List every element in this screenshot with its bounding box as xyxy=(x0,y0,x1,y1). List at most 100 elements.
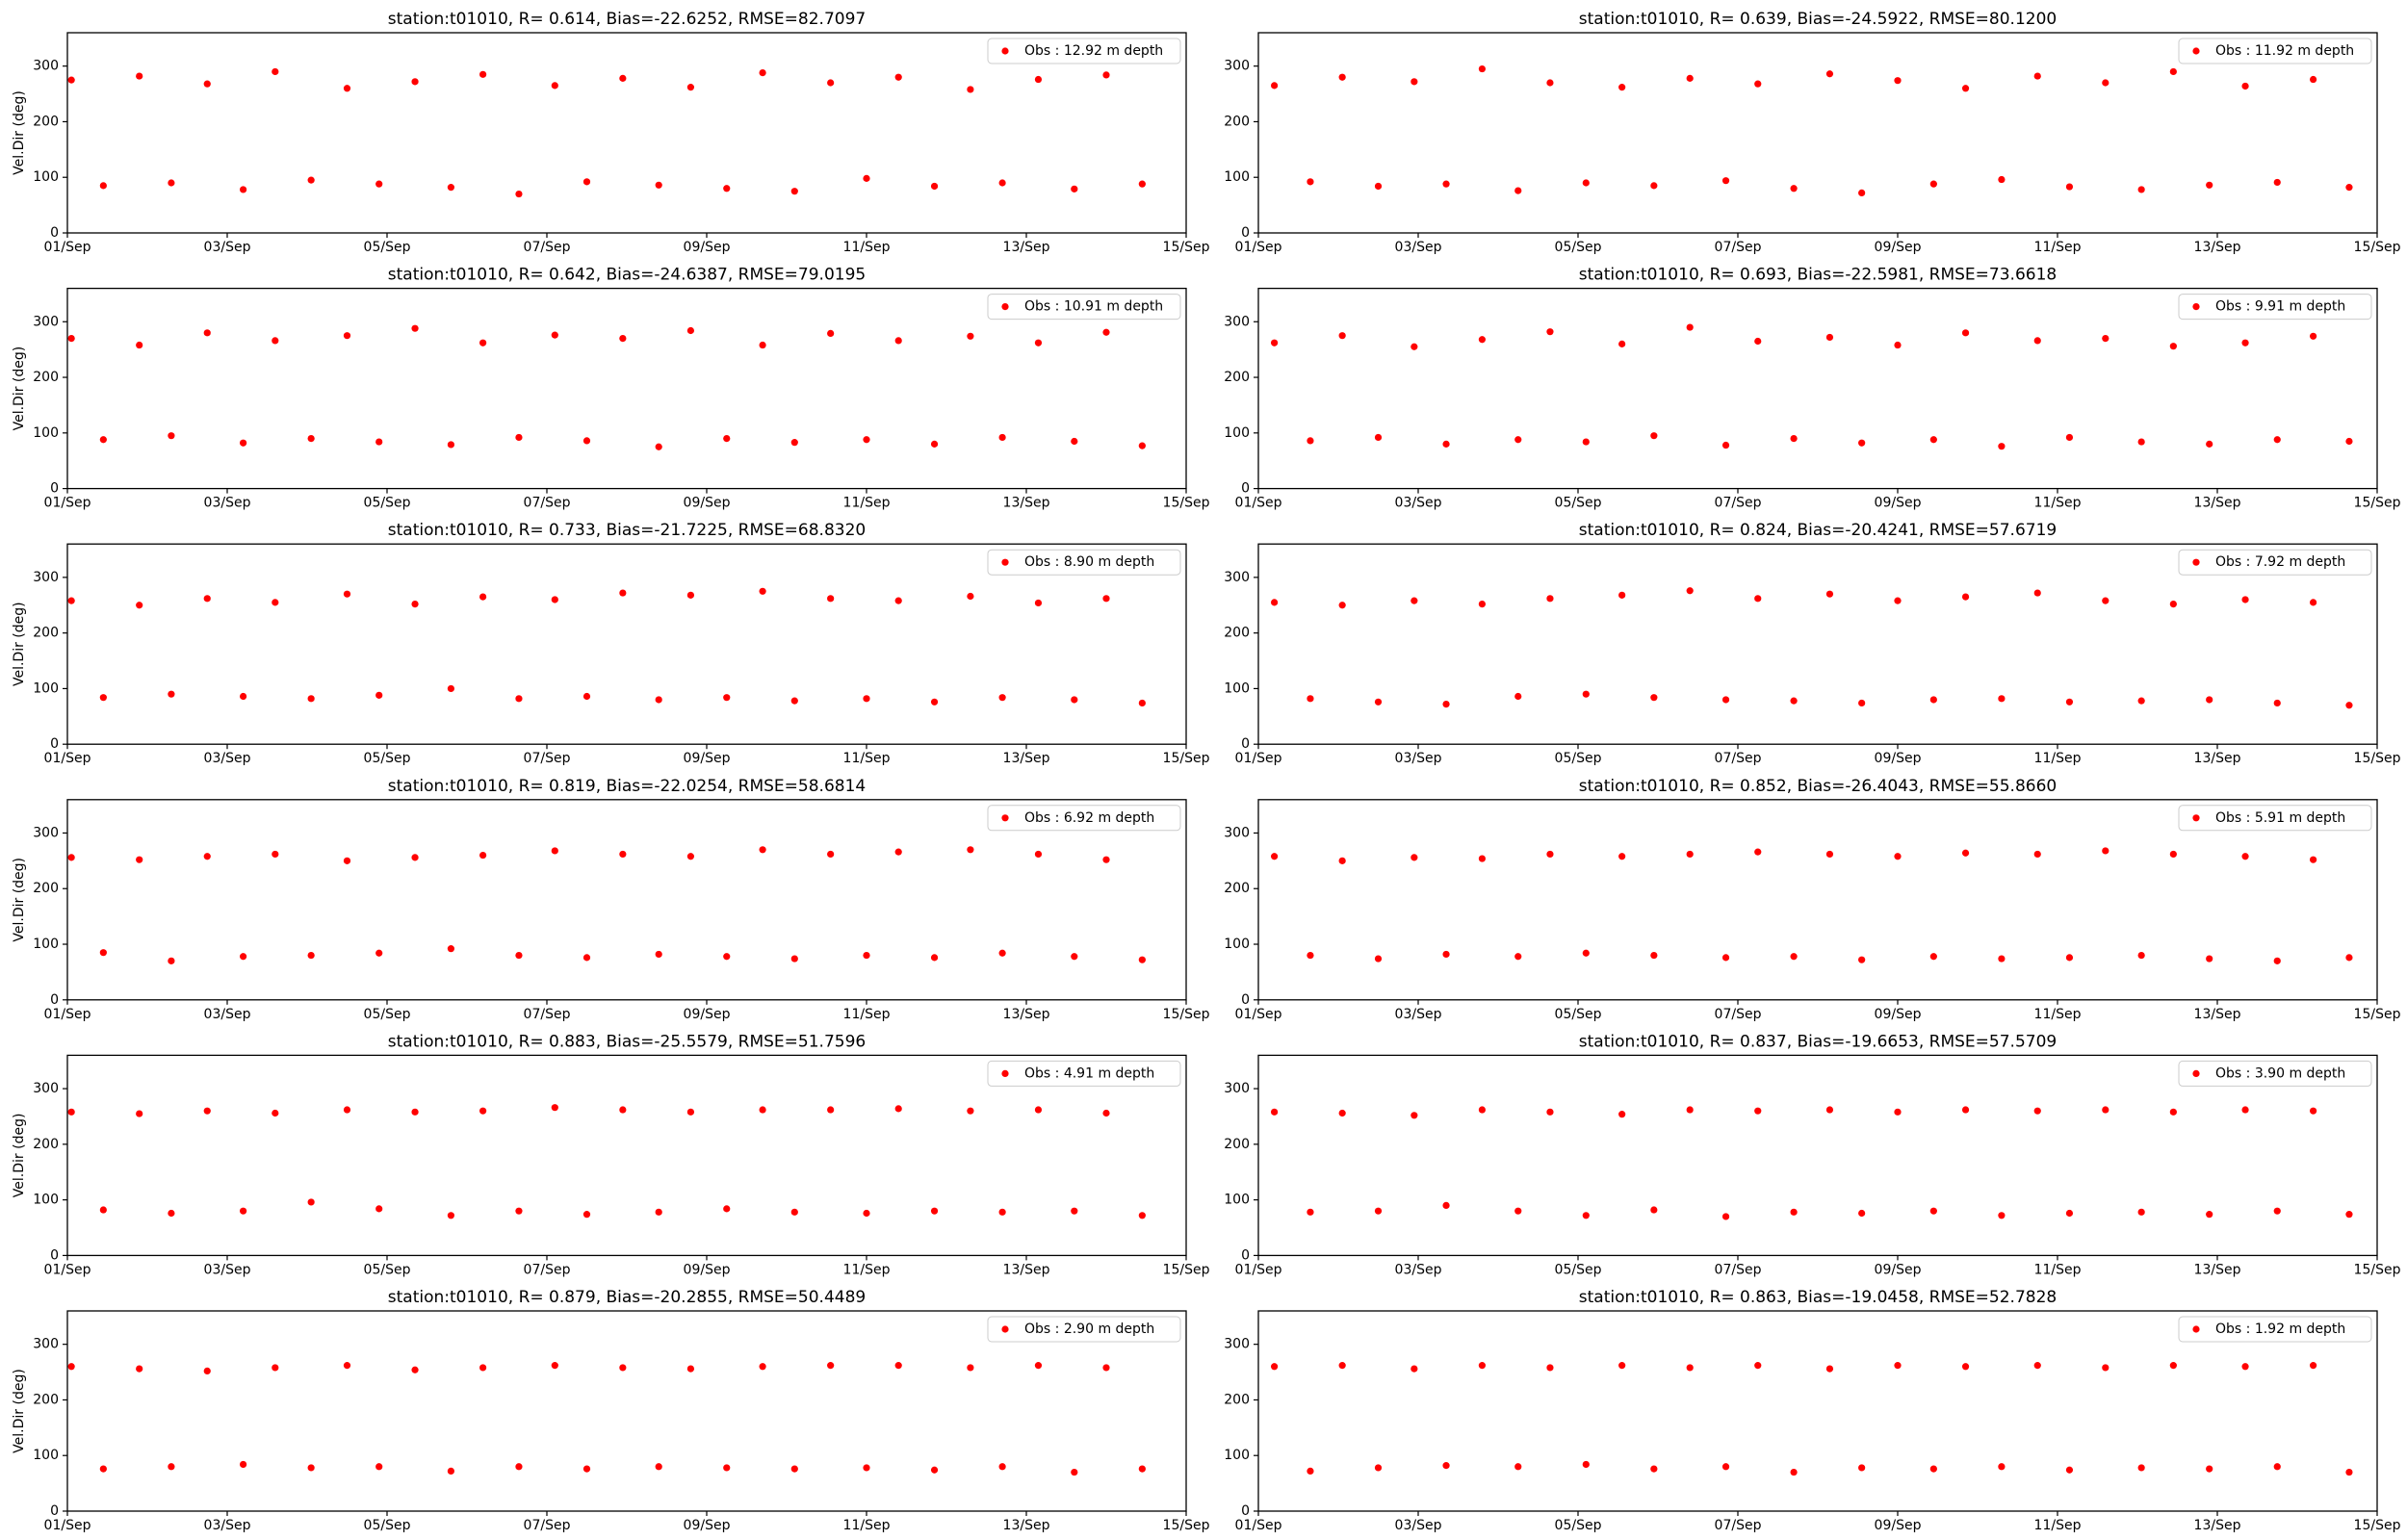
y-tick-label: 0 xyxy=(50,736,59,752)
data-point xyxy=(343,1106,351,1114)
y-tick-label: 300 xyxy=(33,1081,59,1096)
data-point xyxy=(582,692,591,701)
data-point xyxy=(790,697,798,705)
y-axis-label: Vel.Dir (deg) xyxy=(12,602,27,686)
data-point xyxy=(1138,956,1146,963)
x-tick-label: 11/Sep xyxy=(843,1007,891,1022)
data-point xyxy=(1071,1207,1078,1215)
data-point xyxy=(2241,596,2249,603)
x-tick-label: 09/Sep xyxy=(684,1518,731,1533)
data-point xyxy=(447,945,454,953)
data-point xyxy=(2345,437,2353,446)
data-point xyxy=(411,601,419,608)
data-point xyxy=(1618,84,1626,91)
data-point xyxy=(447,1467,454,1475)
x-tick-label: 13/Sep xyxy=(2194,1007,2241,1022)
axes-frame xyxy=(1257,543,2378,745)
data-point xyxy=(930,698,939,706)
data-point xyxy=(1858,189,1866,196)
data-point xyxy=(1894,1362,1902,1370)
x-tick-label: 01/Sep xyxy=(44,1007,91,1022)
data-point xyxy=(1102,1364,1110,1372)
legend-marker xyxy=(1001,814,1009,822)
data-point xyxy=(515,951,523,960)
y-tick-label: 0 xyxy=(1241,1247,1250,1263)
y-tick-label: 100 xyxy=(1224,1193,1250,1208)
data-point xyxy=(1546,328,1554,336)
data-point xyxy=(411,1366,419,1373)
data-point xyxy=(67,1363,75,1371)
data-point xyxy=(203,853,211,860)
data-point xyxy=(411,1108,419,1116)
legend-box xyxy=(987,1060,1181,1087)
x-tick-label: 11/Sep xyxy=(843,496,891,511)
x-tick-label: 01/Sep xyxy=(1235,1518,1282,1533)
data-point xyxy=(203,80,211,88)
data-point xyxy=(930,1466,939,1474)
data-point xyxy=(655,696,662,704)
x-tick-label: 01/Sep xyxy=(1235,1007,1282,1022)
data-point xyxy=(1686,1364,1694,1372)
data-point xyxy=(2345,702,2353,709)
data-point xyxy=(1442,1462,1450,1470)
data-point xyxy=(1618,853,1626,860)
data-point xyxy=(1338,1109,1346,1117)
data-point xyxy=(655,1463,662,1471)
x-tick-label: 09/Sep xyxy=(684,1007,731,1022)
data-point xyxy=(1546,850,1554,859)
data-point xyxy=(479,593,487,601)
data-point xyxy=(411,78,419,86)
x-tick-label: 03/Sep xyxy=(204,1262,251,1277)
data-point xyxy=(2033,1362,2041,1370)
y-tick-label: 100 xyxy=(1224,1448,1250,1463)
data-point xyxy=(1582,1212,1590,1219)
y-tick-label: 0 xyxy=(50,992,59,1008)
data-point xyxy=(998,179,1006,187)
legend-label: Obs : 7.92 m depth xyxy=(2215,554,2345,570)
data-point xyxy=(203,1367,211,1374)
data-point xyxy=(1271,853,1279,860)
y-tick-label: 100 xyxy=(1224,680,1250,696)
axes-frame xyxy=(66,1310,1187,1512)
data-point xyxy=(2102,335,2109,343)
data-point xyxy=(686,326,695,335)
x-tick-label: 07/Sep xyxy=(524,1262,571,1277)
subplot-title: station:t01010, R= 0.863, Bias=-19.0458,… xyxy=(1579,1288,2057,1307)
subplot-title: station:t01010, R= 0.879, Bias=-20.2855,… xyxy=(388,1288,866,1307)
y-tick-label: 200 xyxy=(1224,1137,1250,1152)
data-point xyxy=(1825,850,1834,859)
y-tick-label: 0 xyxy=(1241,1503,1250,1519)
data-point xyxy=(343,857,351,864)
data-point xyxy=(136,72,143,80)
y-axis-label: Vel.Dir (deg) xyxy=(12,1114,27,1198)
data-point xyxy=(894,597,902,604)
data-point xyxy=(2273,178,2281,187)
x-tick-label: 07/Sep xyxy=(1715,1262,1762,1277)
x-tick-label: 15/Sep xyxy=(1163,1518,1210,1533)
data-point xyxy=(2206,181,2213,189)
x-tick-label: 05/Sep xyxy=(364,1262,411,1277)
data-point xyxy=(272,599,279,606)
data-point xyxy=(619,1106,627,1114)
data-point xyxy=(447,1212,454,1219)
x-tick-label: 03/Sep xyxy=(1395,240,1442,255)
x-tick-label: 05/Sep xyxy=(1555,1262,1602,1277)
data-point xyxy=(2137,951,2145,960)
data-point xyxy=(686,1108,695,1116)
subplot: station:t01010, R= 0.693, Bias=-22.5981,… xyxy=(1224,266,2400,511)
x-tick-label: 05/Sep xyxy=(364,496,411,511)
x-tick-label: 15/Sep xyxy=(1163,1007,1210,1022)
data-point xyxy=(1754,595,1762,603)
y-tick-label: 100 xyxy=(33,1193,59,1208)
data-point xyxy=(1790,1208,1798,1216)
data-point xyxy=(759,846,766,854)
data-point xyxy=(1374,698,1383,706)
data-point xyxy=(1721,954,1730,962)
legend-label: Obs : 8.90 m depth xyxy=(1024,554,1154,570)
x-tick-label: 07/Sep xyxy=(1715,1518,1762,1533)
x-tick-label: 15/Sep xyxy=(2354,496,2401,511)
x-tick-label: 03/Sep xyxy=(204,751,251,766)
data-point xyxy=(686,591,695,599)
x-tick-label: 07/Sep xyxy=(524,496,571,511)
data-point xyxy=(1338,857,1346,864)
